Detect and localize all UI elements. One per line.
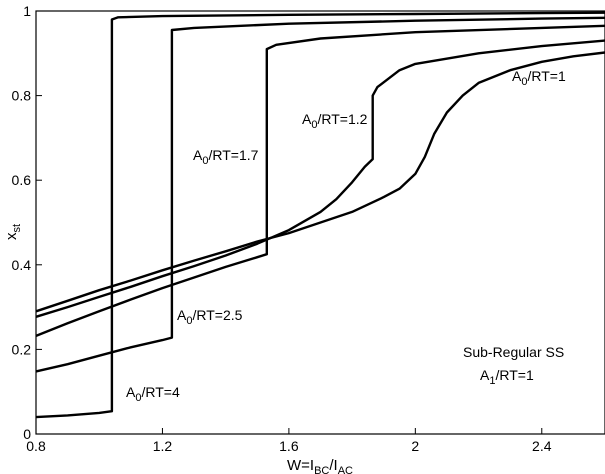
y-tick-label: 0.4 xyxy=(12,257,32,273)
y-tick-label: 0 xyxy=(23,426,31,442)
y-tick-label: 0.2 xyxy=(12,341,32,357)
y-tick-label: 0.6 xyxy=(12,172,32,188)
series-label-2: A0/RT=1.7 xyxy=(193,147,259,167)
series-line-3 xyxy=(35,39,605,318)
x-axis-label: W=IBC/IAC xyxy=(287,457,353,474)
x-tick-label: 1.6 xyxy=(279,438,299,454)
annotation: Sub-Regular SS A1/RT=1 xyxy=(463,344,564,387)
x-tick-label: 0.8 xyxy=(26,438,46,454)
series-label-0: A0/RT=4 xyxy=(126,384,180,404)
series-line-0 xyxy=(35,11,605,419)
annotation-line-2: A1/RT=1 xyxy=(480,367,534,387)
annotation-line-1: Sub-Regular SS xyxy=(463,344,564,360)
plot-frame xyxy=(35,10,605,435)
series-line-2 xyxy=(35,24,605,338)
x-tick-label: 1.2 xyxy=(153,438,173,454)
x-tick-label: 2.4 xyxy=(532,438,552,454)
series-label-3: A0/RT=1.2 xyxy=(302,111,368,131)
series-group xyxy=(35,11,605,419)
tick-group: 0.8 1.2 1.6 2 2.4 0 0.2 0.4 0.6 0.8 1 xyxy=(12,3,552,454)
series-line-1 xyxy=(35,16,605,373)
y-tick-label: 0.8 xyxy=(12,88,32,104)
x-tick-label: 2 xyxy=(411,438,419,454)
y-axis-label: xst xyxy=(3,224,23,240)
y-tick-label: 1 xyxy=(23,3,31,19)
series-label-1: A0/RT=2.5 xyxy=(177,307,243,327)
series-label-4: A0/RT=1 xyxy=(512,68,566,88)
curve-label-group: A0/RT=4 A0/RT=2.5 A0/RT=1.7 A0/RT=1.2 A0/RT=… xyxy=(126,68,566,404)
series-line-4 xyxy=(35,51,605,313)
